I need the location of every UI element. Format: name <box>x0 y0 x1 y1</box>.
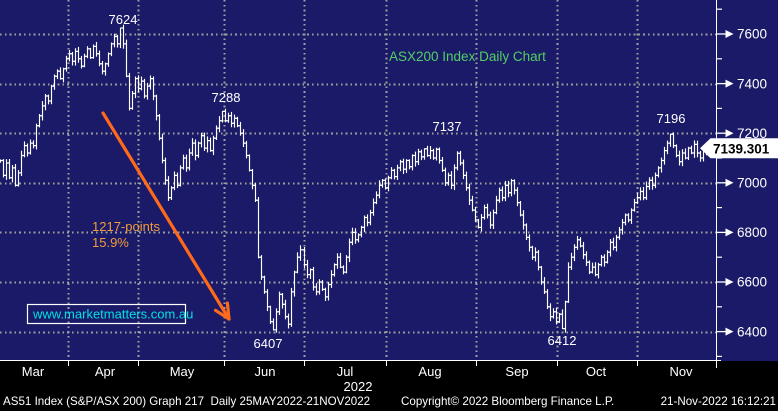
gridlines <box>0 0 716 360</box>
watermark-link[interactable]: www.marketmatters.com.au <box>26 303 194 325</box>
x-axis-month-label: Sep <box>505 364 528 379</box>
x-axis-month-label: Jun <box>255 364 276 379</box>
last-price-badge: 7139.301 <box>700 138 778 159</box>
footer-instrument-text: AS51 Index (S&P/ASX 200) Graph 217 Daily… <box>3 395 371 408</box>
y-tick-arrow-icon <box>725 327 734 336</box>
last-price-tag-icon <box>700 138 778 159</box>
y-axis-tick-label: 6600 <box>737 275 767 290</box>
swing-label-7624: 7624 <box>109 12 138 27</box>
y-tick-arrow-icon <box>725 30 734 38</box>
drawdown-percent-label: 15.9% <box>92 235 129 250</box>
y-tick-arrow-icon <box>725 129 734 138</box>
x-axis-month-label: Oct <box>586 364 607 379</box>
x-axis-month-label: Apr <box>95 364 116 379</box>
swing-label-6407: 6407 <box>254 336 283 351</box>
y-axis-tick-label: 6800 <box>737 225 767 240</box>
x-axis-month-label: May <box>170 364 195 379</box>
swing-label-7196: 7196 <box>657 111 686 126</box>
footer-copyright-text: Copyright© 2022 Bloomberg Finance L.P. <box>401 395 615 408</box>
axes: 7600 7400 7200 7000 6800 6600 6400 <box>0 0 767 368</box>
watermark-url[interactable]: www.marketmatters.com.au <box>32 307 193 322</box>
x-axis-month-label: Aug <box>418 364 441 379</box>
y-axis-tick-label: 7000 <box>737 176 767 191</box>
footer-timestamp-text: 21-Nov-2022 16:12:21 <box>660 395 776 408</box>
y-axis-tick-label: 7600 <box>737 27 767 42</box>
chart-title-group: ASX200 Index Daily Chart <box>389 49 546 64</box>
drawdown-arrow <box>101 111 231 321</box>
y-tick-arrow-icon <box>725 228 734 237</box>
y-axis-tick-label: 6400 <box>737 324 767 339</box>
y-tick-arrow-icon <box>725 178 734 187</box>
x-axis-year-label: 2022 <box>344 379 373 394</box>
swing-labels: 7624 7288 7137 7196 6407 6412 <box>109 12 686 351</box>
drawdown-points-label: 1217-points <box>92 219 160 234</box>
swing-label-6412: 6412 <box>548 333 577 348</box>
y-tick-arrow-icon <box>725 278 734 286</box>
chart-title: ASX200 Index Daily Chart <box>389 49 546 64</box>
y-axis-tick-label: 7400 <box>737 76 767 91</box>
x-axis-month-label: Nov <box>669 364 693 379</box>
status-bar: AS51 Index (S&P/ASX 200) Graph 217 Daily… <box>0 392 778 411</box>
x-axis-month-label: Jul <box>337 364 354 379</box>
y-tick-arrow-icon <box>725 79 734 88</box>
y-axis-tick-label: 7200 <box>737 126 767 141</box>
x-axis-labels: Mar Apr May Jun Jul Aug Sep Oct Nov 2022 <box>22 364 693 394</box>
watermark-box <box>26 303 187 325</box>
price-bars <box>0 24 715 333</box>
axis-strip-background <box>0 361 778 411</box>
swing-label-7288: 7288 <box>212 90 241 105</box>
last-price-value: 7139.301 <box>713 141 770 156</box>
swing-label-7137: 7137 <box>433 119 462 134</box>
x-axis-month-label: Mar <box>22 364 45 379</box>
